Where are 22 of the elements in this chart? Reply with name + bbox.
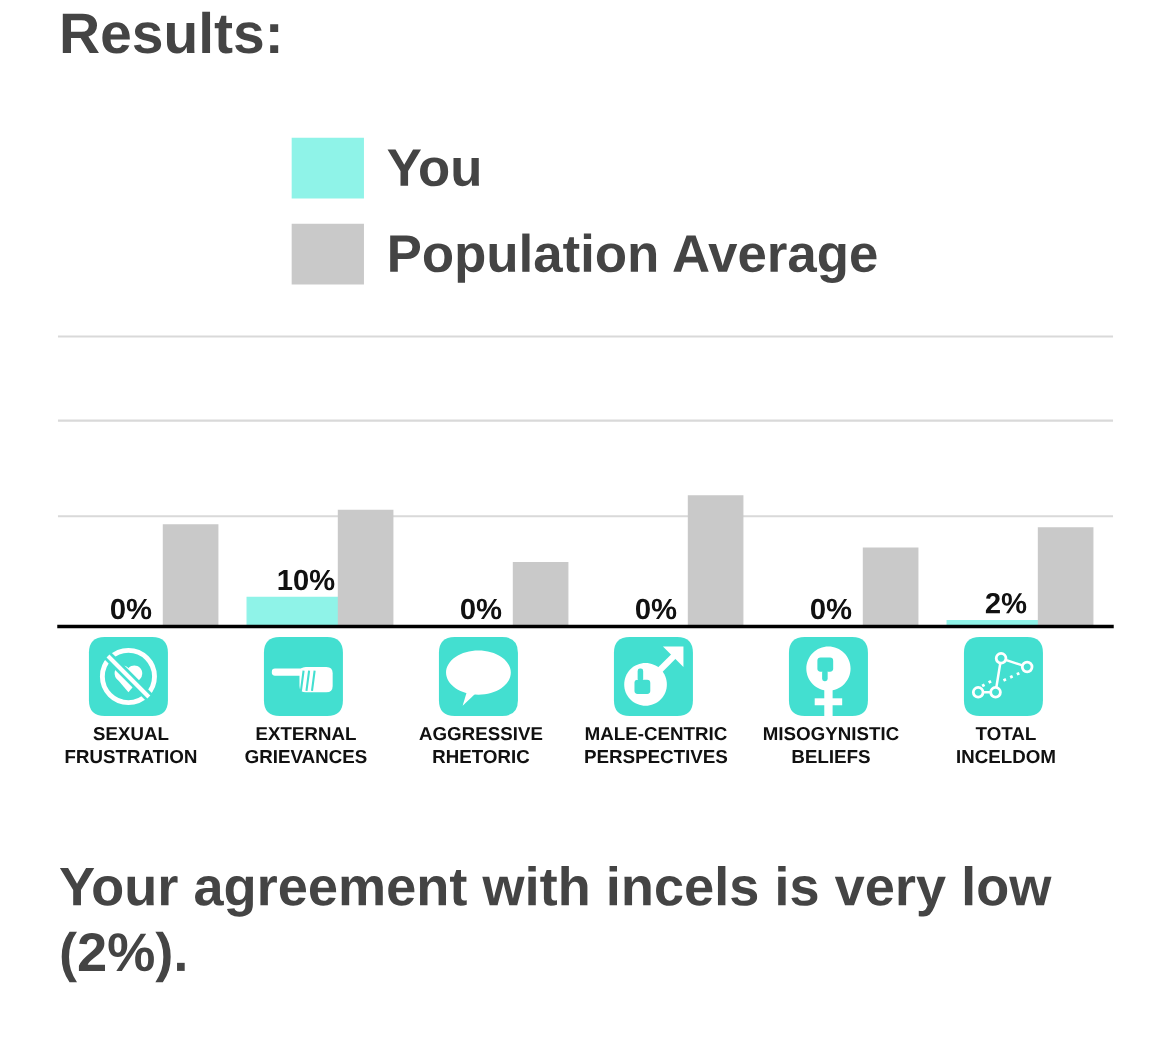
text: Your agreement with incels is very low (2%). <box>59 866 1052 983</box>
x-tick-label: AGGRESSIVE RHETORIC <box>419 727 543 764</box>
bar <box>162 524 219 627</box>
data-label: 0% <box>111 598 152 620</box>
data-label: 2% <box>985 592 1027 614</box>
x-tick-label: TOTAL INCELDOM <box>957 727 1055 764</box>
x-tick-label: SEXUAL FRUSTRATION <box>65 727 197 764</box>
legend-label: Population Average <box>390 233 877 283</box>
data-label: 0% <box>811 598 852 620</box>
bar <box>862 547 919 627</box>
x-tick-label: MALE-CENTRIC PERSPECTIVES <box>585 727 728 764</box>
data-label: 0% <box>461 598 502 620</box>
bar <box>337 509 394 627</box>
legend-label: You <box>387 149 479 187</box>
data-label: 10% <box>278 569 335 591</box>
x-tick-label: MISOGYNISTIC BELIEFS <box>763 727 899 764</box>
data-label: 0% <box>636 598 677 620</box>
x-tick-label: EXTERNAL GRIEVANCES <box>245 727 367 764</box>
bar <box>687 495 744 627</box>
bar <box>1037 527 1094 627</box>
bar <box>512 562 569 627</box>
chart-title: Results: <box>62 11 279 54</box>
